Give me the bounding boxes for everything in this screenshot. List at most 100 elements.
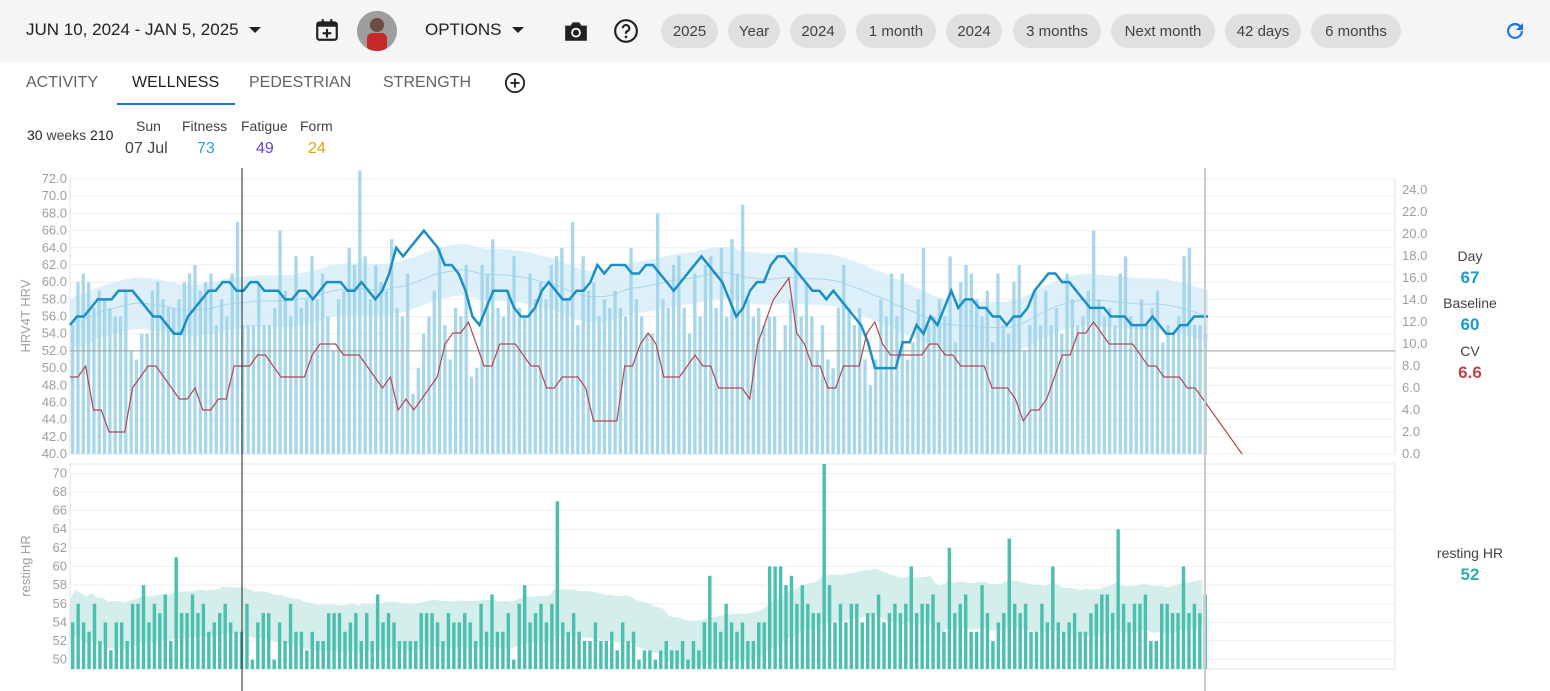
hrv-bar: [655, 213, 660, 454]
hrv-bar: [358, 170, 362, 454]
help-icon[interactable]: [612, 17, 640, 45]
rhr-bar: [925, 603, 930, 669]
hrv-bar: [129, 350, 133, 454]
rhr-bar: [735, 631, 739, 669]
rhr-bar: [533, 613, 538, 669]
hrv-bar: [416, 368, 420, 454]
hrv-bar: [661, 299, 665, 454]
rhr-bar: [185, 613, 189, 669]
weeks-summary: 30 weeks 210: [27, 127, 113, 143]
rhr-bar: [642, 650, 647, 669]
rhr-bar: [1138, 603, 1142, 669]
hrv-bar: [900, 273, 904, 454]
rhr-bar: [1002, 613, 1006, 669]
chip-2025[interactable]: 2025: [661, 14, 718, 48]
resting-hr-label: resting HR: [1436, 545, 1504, 561]
rhr-bar: [370, 641, 374, 669]
hrv-bar: [294, 256, 298, 454]
tab-strength[interactable]: STRENGTH: [383, 74, 471, 91]
rhr-bar: [708, 575, 712, 669]
rhr-bar: [71, 622, 75, 669]
cv-label: CV: [1460, 343, 1480, 359]
chip-2024[interactable]: 2024: [790, 14, 846, 48]
rhr-bar: [773, 566, 777, 669]
chip-year[interactable]: Year: [728, 14, 780, 48]
rhr-bar: [659, 650, 663, 669]
hrv-bar: [71, 325, 75, 454]
hrv-y-tick: 50.0: [42, 360, 67, 375]
weeks-count: 30: [27, 127, 43, 143]
hrv-bar: [666, 307, 670, 454]
hrv-bar: [315, 299, 319, 454]
hrv-bar: [756, 307, 761, 454]
chip-2024-b[interactable]: 2024: [946, 14, 1002, 48]
hrv-bar: [395, 307, 399, 454]
rhr-bar: [865, 613, 870, 669]
hrv-bar: [1081, 316, 1085, 454]
rhr-bar: [343, 631, 347, 669]
hrv-bar: [815, 350, 819, 454]
hrv-bar: [602, 299, 607, 454]
chip-next-month[interactable]: Next month: [1111, 14, 1215, 48]
rhr-bar: [1121, 603, 1126, 669]
rhr-bar: [702, 622, 707, 669]
rhr-bar: [277, 622, 282, 669]
hrv-bar: [1118, 273, 1122, 454]
hrv-bar: [336, 299, 341, 454]
rhr-bar: [136, 603, 140, 669]
rhr-bar: [882, 622, 886, 669]
rhr-y-tick: 52: [53, 633, 67, 648]
hrv-bar: [783, 325, 787, 454]
hrv-bar: [496, 307, 500, 454]
rhr-y-tick: 54: [53, 614, 67, 629]
avatar[interactable]: [357, 11, 397, 51]
fatigue-value: 49: [256, 140, 274, 157]
hrv-bar: [374, 264, 378, 454]
rhr-bar: [588, 641, 592, 669]
rhr-bar: [528, 622, 532, 669]
rhr-bar: [1187, 613, 1191, 669]
rhr-bar: [1040, 603, 1044, 669]
rhr-bar: [1165, 603, 1169, 669]
tab-activity[interactable]: ACTIVITY: [26, 74, 99, 91]
rhr-bar: [827, 585, 832, 669]
chip-6-months[interactable]: 6 months: [1311, 14, 1401, 48]
add-tab-icon[interactable]: [504, 72, 526, 94]
rhr-bar: [190, 594, 195, 669]
rhr-bar: [490, 594, 494, 669]
hrv-bar: [905, 359, 910, 454]
date-range-selector[interactable]: JUN 10, 2024 - JAN 5, 2025: [26, 20, 261, 40]
hrv-y-tick: 64.0: [42, 240, 67, 255]
hrv-bar: [858, 307, 862, 454]
calendar-add-icon[interactable]: [313, 16, 341, 44]
rhr-bar: [299, 631, 304, 669]
rhr-bar: [125, 641, 129, 669]
rhr-bar: [179, 613, 184, 669]
rhr-bar: [561, 622, 565, 669]
form-label: Form: [300, 118, 333, 134]
hrv-bar: [645, 333, 649, 454]
tab-pedestrian[interactable]: PEDESTRIAN: [249, 74, 352, 91]
hrv-bar: [76, 282, 80, 454]
chip-42-days[interactable]: 42 days: [1225, 14, 1301, 48]
hrv-bar: [150, 290, 155, 454]
tab-wellness[interactable]: WELLNESS: [132, 74, 220, 91]
hrv-bar: [1145, 325, 1149, 454]
hrv-y-tick: 68.0: [42, 205, 67, 220]
rhr-bar: [1072, 613, 1077, 669]
options-menu[interactable]: OPTIONS: [425, 20, 524, 40]
rhr-bar: [593, 622, 598, 669]
rhr-bar: [871, 613, 875, 669]
hrv-bar: [427, 316, 431, 454]
hrv-bar: [166, 307, 171, 454]
rhr-bar: [963, 594, 968, 669]
hrv-bar: [86, 282, 91, 454]
rhr-y-tick: 62: [53, 540, 67, 555]
camera-icon[interactable]: [562, 17, 590, 45]
rhr-bar: [452, 622, 456, 669]
chevron-down-icon: [248, 27, 261, 33]
rhr-bar: [392, 622, 396, 669]
chip-3-months[interactable]: 3 months: [1013, 14, 1101, 48]
chip-1-month[interactable]: 1 month: [856, 14, 936, 48]
